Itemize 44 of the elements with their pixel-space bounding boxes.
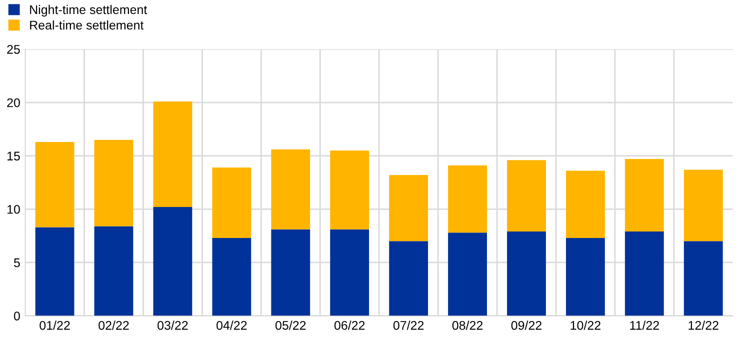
bar [448, 232, 487, 316]
bar [35, 227, 74, 316]
bar [389, 241, 428, 316]
bar [94, 226, 134, 316]
x-tick-label: 01/22 [40, 320, 70, 330]
y-tick-label: 0 [14, 312, 20, 320]
x-tick-label: 11/22 [630, 320, 659, 330]
bar [330, 229, 370, 316]
legend-label: Night-time settlement [30, 4, 148, 17]
bar [212, 238, 252, 316]
x-tick-label: 12/22 [688, 320, 718, 330]
y-tick-label: 25 [7, 44, 20, 54]
x-tick-label: 08/22 [452, 320, 483, 330]
y-tick-label: 15 [7, 152, 20, 160]
x-tick-label: 06/22 [334, 320, 365, 330]
x-tick-label: 03/22 [158, 320, 188, 330]
x-tick-label: 07/22 [393, 320, 424, 330]
legend-label: Real-time settlement [30, 20, 144, 30]
bar [448, 165, 487, 233]
bar [624, 159, 664, 232]
y-tick-label: 10 [7, 204, 20, 214]
bar [507, 232, 546, 316]
x-tick-label: 02/22 [98, 320, 129, 330]
bar [330, 150, 370, 230]
bar [566, 238, 605, 316]
bar [624, 232, 664, 316]
bar [507, 160, 546, 232]
bar [271, 149, 310, 230]
x-tick-label: 09/22 [511, 320, 542, 330]
bar [684, 170, 723, 242]
x-tick-label: 05/22 [275, 320, 306, 330]
bar [271, 229, 310, 316]
bar [153, 207, 192, 316]
y-tick-label: 5 [14, 258, 20, 268]
bar [94, 140, 134, 226]
x-tick-label: 04/22 [216, 320, 247, 330]
bar [684, 241, 723, 316]
bar [153, 101, 192, 208]
bar [389, 175, 428, 242]
bar [35, 142, 74, 228]
y-tick-label: 20 [7, 98, 20, 108]
x-tick-label: 10/22 [570, 320, 600, 330]
bar [212, 168, 252, 238]
bar [566, 170, 605, 238]
